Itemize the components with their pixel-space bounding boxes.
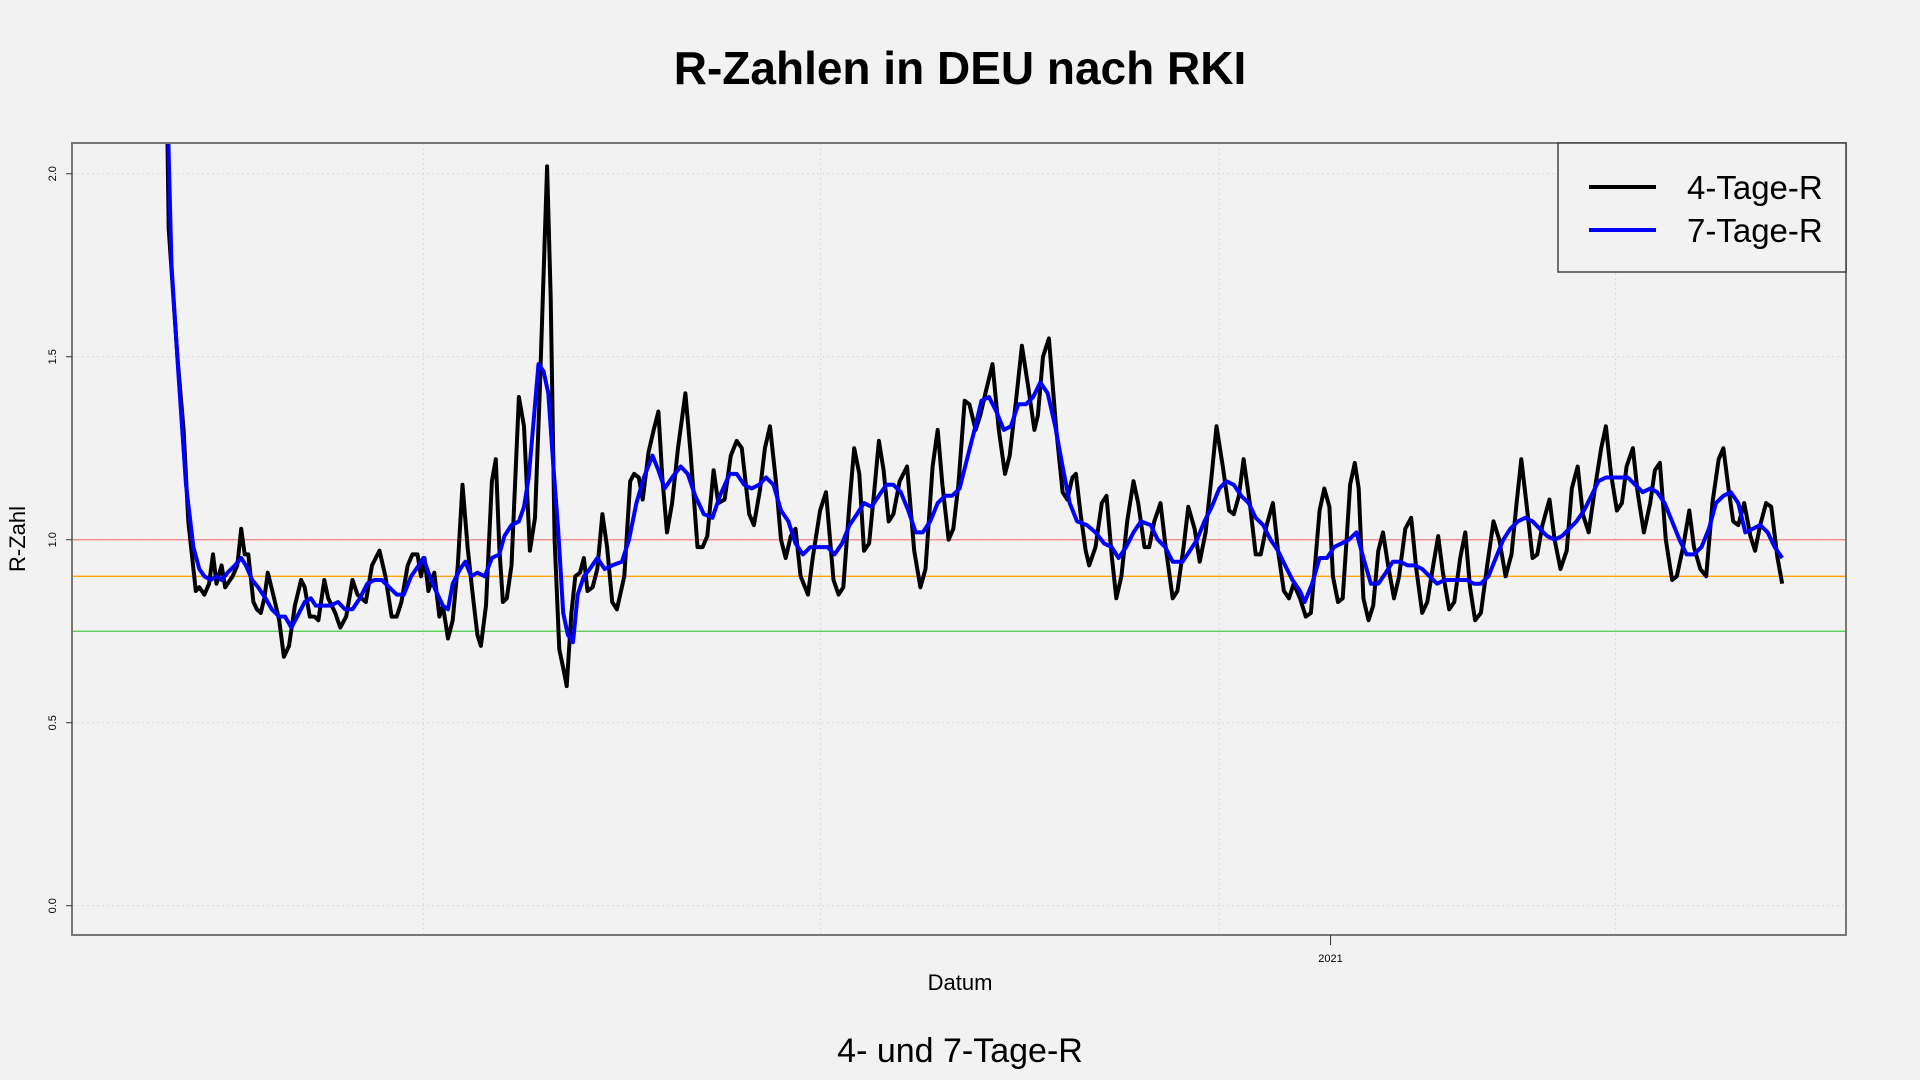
legend-box: [1557, 142, 1847, 273]
x-tick-label: 2021: [1318, 953, 1342, 965]
plot-border: [71, 142, 1847, 936]
y-tick-label: 0.5: [47, 715, 59, 730]
legend-label-7-tage-r: 7-Tage-R: [1687, 212, 1823, 249]
y-tick-label: 0.0: [47, 898, 59, 913]
series-lines: [165, 143, 1785, 689]
legend-label-4-tage-r: 4-Tage-R: [1687, 169, 1823, 206]
y-tick-label: 2.0: [47, 166, 59, 181]
chart-title: R-Zahlen in DEU nach RKI: [674, 42, 1246, 94]
x-axis: 2021: [1318, 935, 1343, 965]
y-tick-label: 1.0: [47, 532, 59, 547]
y-tick-label: 1.5: [47, 349, 59, 364]
y-axis-label: R-Zahl: [5, 506, 30, 572]
legend: 4-Tage-R 7-Tage-R: [1557, 142, 1847, 273]
x-axis-label: Datum: [928, 970, 993, 995]
chart-subtitle: 4- und 7-Tage-R: [837, 1032, 1083, 1070]
y-axis: 0.0 0.5 1.0 1.5 2.0: [47, 166, 72, 913]
series-line-7-tage-r: [166, 143, 1784, 645]
